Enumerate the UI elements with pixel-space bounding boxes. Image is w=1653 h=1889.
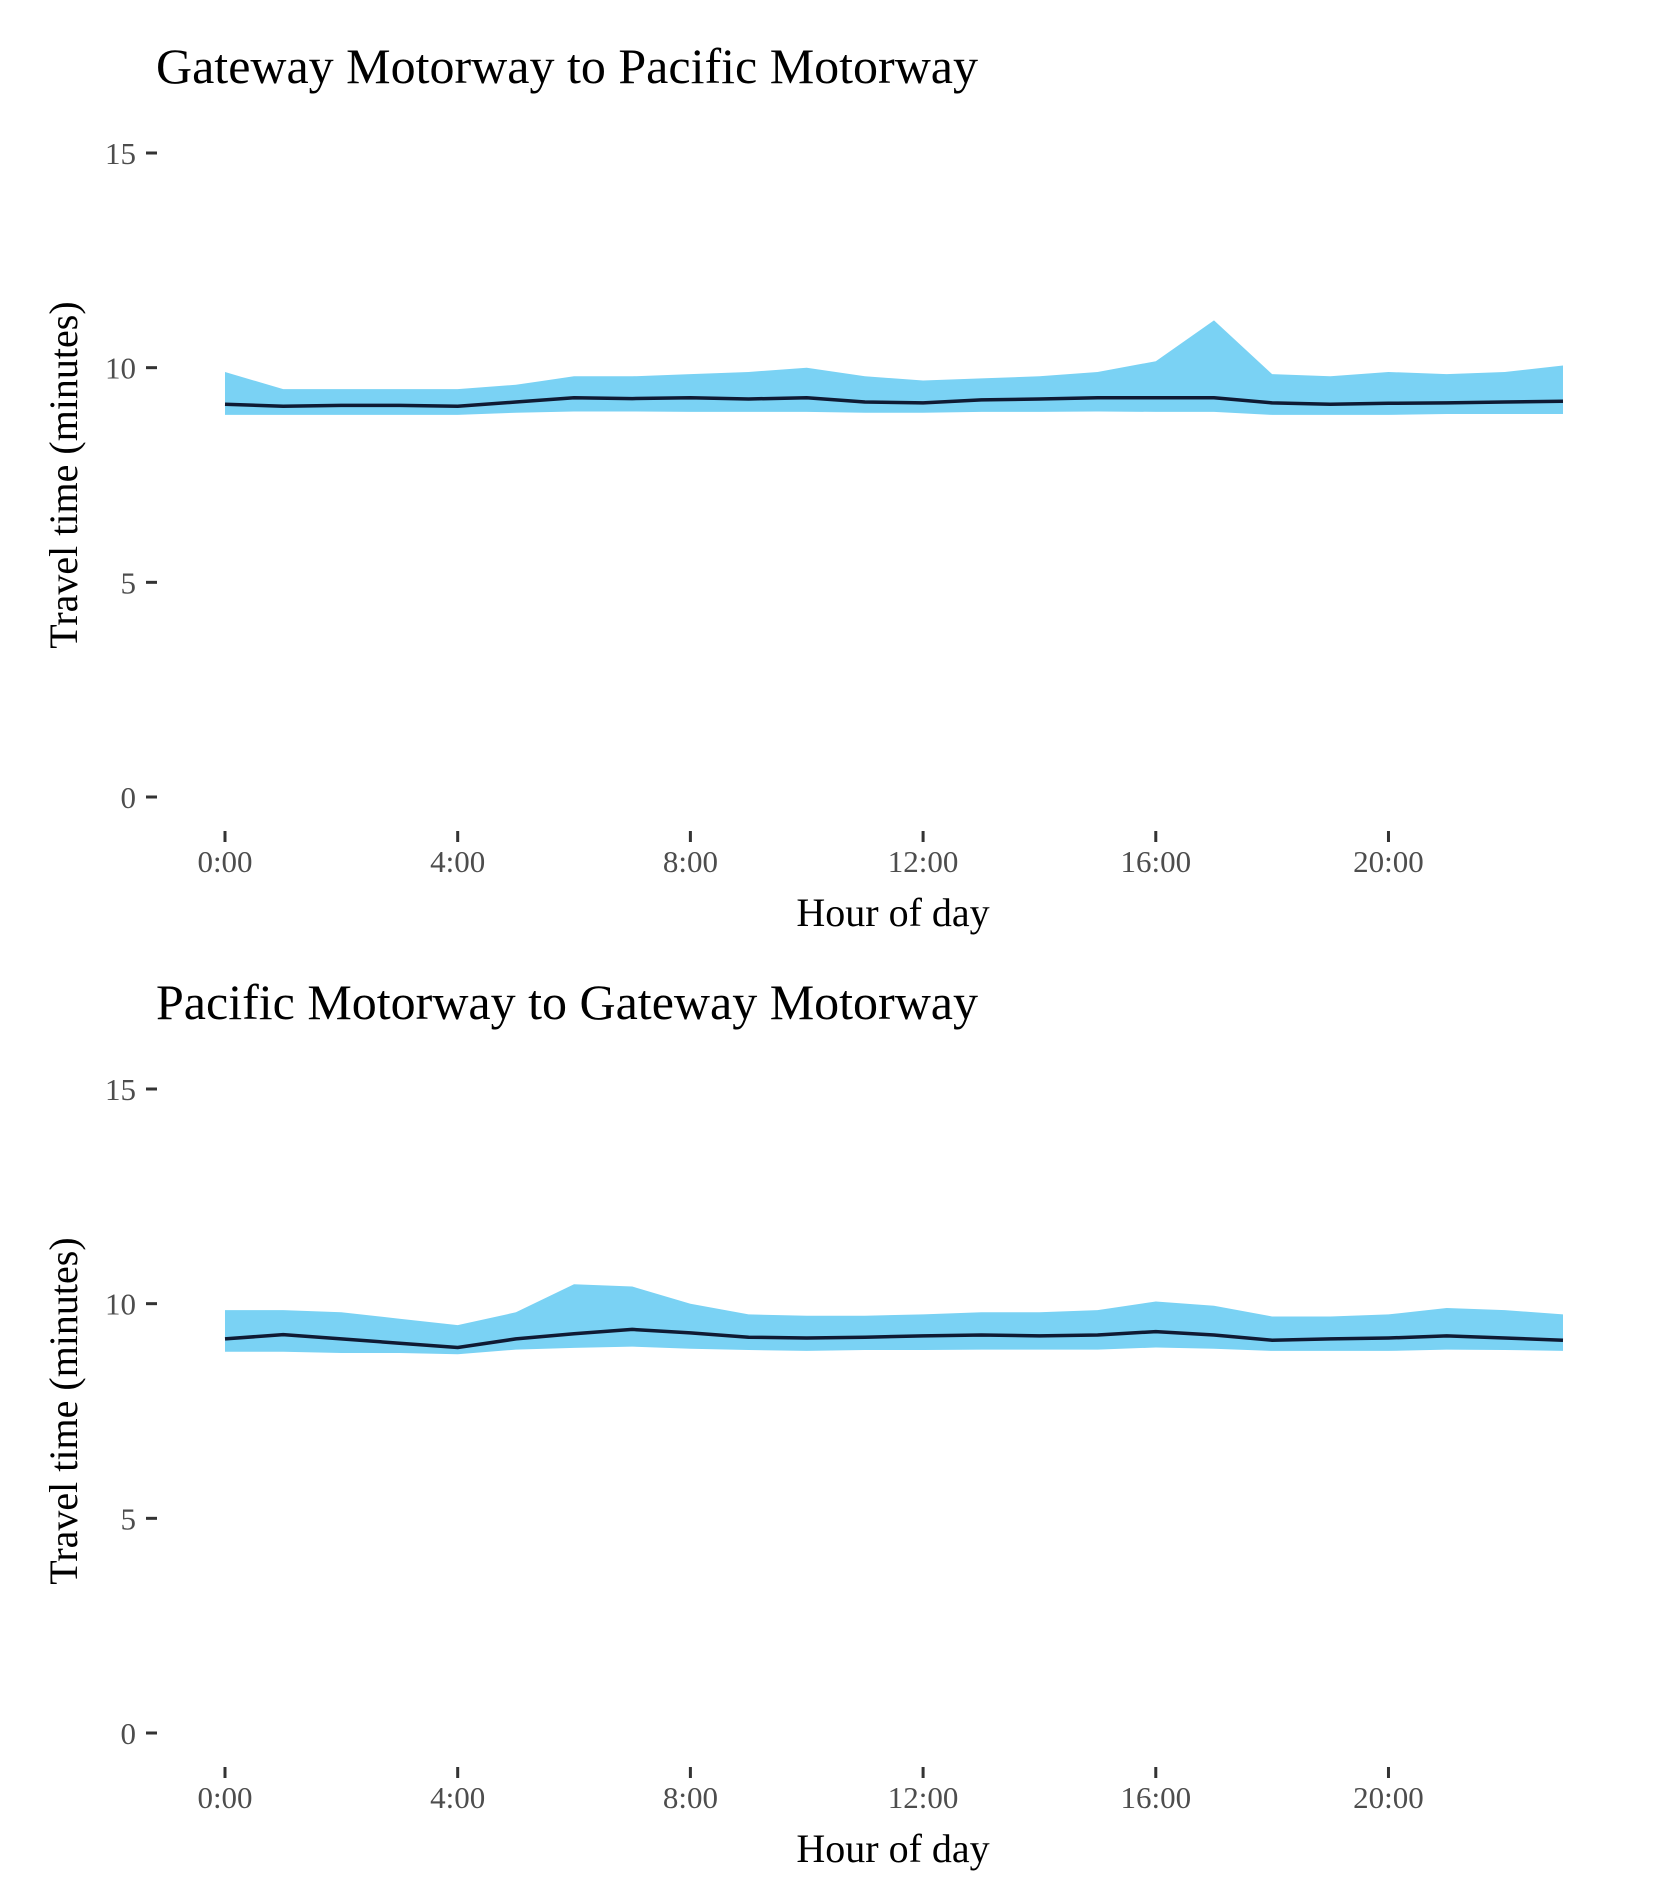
x-tick-label: 8:00 (663, 844, 718, 879)
chart-panel-bottom: Pacific Motorway to Gateway Motorway Tra… (41, 974, 1564, 1871)
x-tick-label: 4:00 (430, 1780, 485, 1815)
chart-title: Gateway Motorway to Pacific Motorway (156, 38, 978, 94)
y-tick-label: 5 (121, 565, 137, 600)
y-tick-label: 5 (121, 1501, 137, 1536)
plot-area: 0 5 10 15 0:00 4:00 8:00 12:00 16:00 20:00 (105, 136, 1564, 879)
x-tick-label: 4:00 (430, 844, 485, 879)
x-tick-label: 20:00 (1353, 1780, 1424, 1815)
y-tick-label: 10 (105, 1287, 136, 1322)
x-tick-label: 8:00 (663, 1780, 718, 1815)
chart-title: Pacific Motorway to Gateway Motorway (156, 974, 978, 1030)
x-tick-label: 12:00 (888, 844, 959, 879)
x-axis-title: Hour of day (796, 1826, 989, 1871)
series-line (224, 395, 1564, 409)
y-tick-label: 15 (105, 1072, 136, 1107)
plot-area: 0 5 10 15 0:00 4:00 8:00 12:00 16:00 20:00 (105, 1072, 1564, 1815)
x-tick-label: 0:00 (197, 844, 252, 879)
y-tick-label: 10 (105, 351, 136, 386)
x-tick-label: 12:00 (888, 1780, 959, 1815)
y-axis-title: Travel time (minutes) (41, 301, 86, 648)
x-axis-title: Hour of day (796, 890, 989, 935)
range-band (225, 320, 1563, 415)
series-line (224, 1327, 1564, 1350)
x-tick-label: 16:00 (1120, 1780, 1191, 1815)
y-axis-title: Travel time (minutes) (41, 1237, 86, 1584)
chart-panel-top: Gateway Motorway to Pacific Motorway Tra… (41, 38, 1564, 935)
y-tick-label: 15 (105, 136, 136, 171)
x-tick-label: 20:00 (1353, 844, 1424, 879)
y-tick-label: 0 (121, 780, 137, 815)
x-tick-label: 0:00 (197, 1780, 252, 1815)
x-tick-label: 16:00 (1120, 844, 1191, 879)
y-tick-label: 0 (121, 1716, 137, 1751)
